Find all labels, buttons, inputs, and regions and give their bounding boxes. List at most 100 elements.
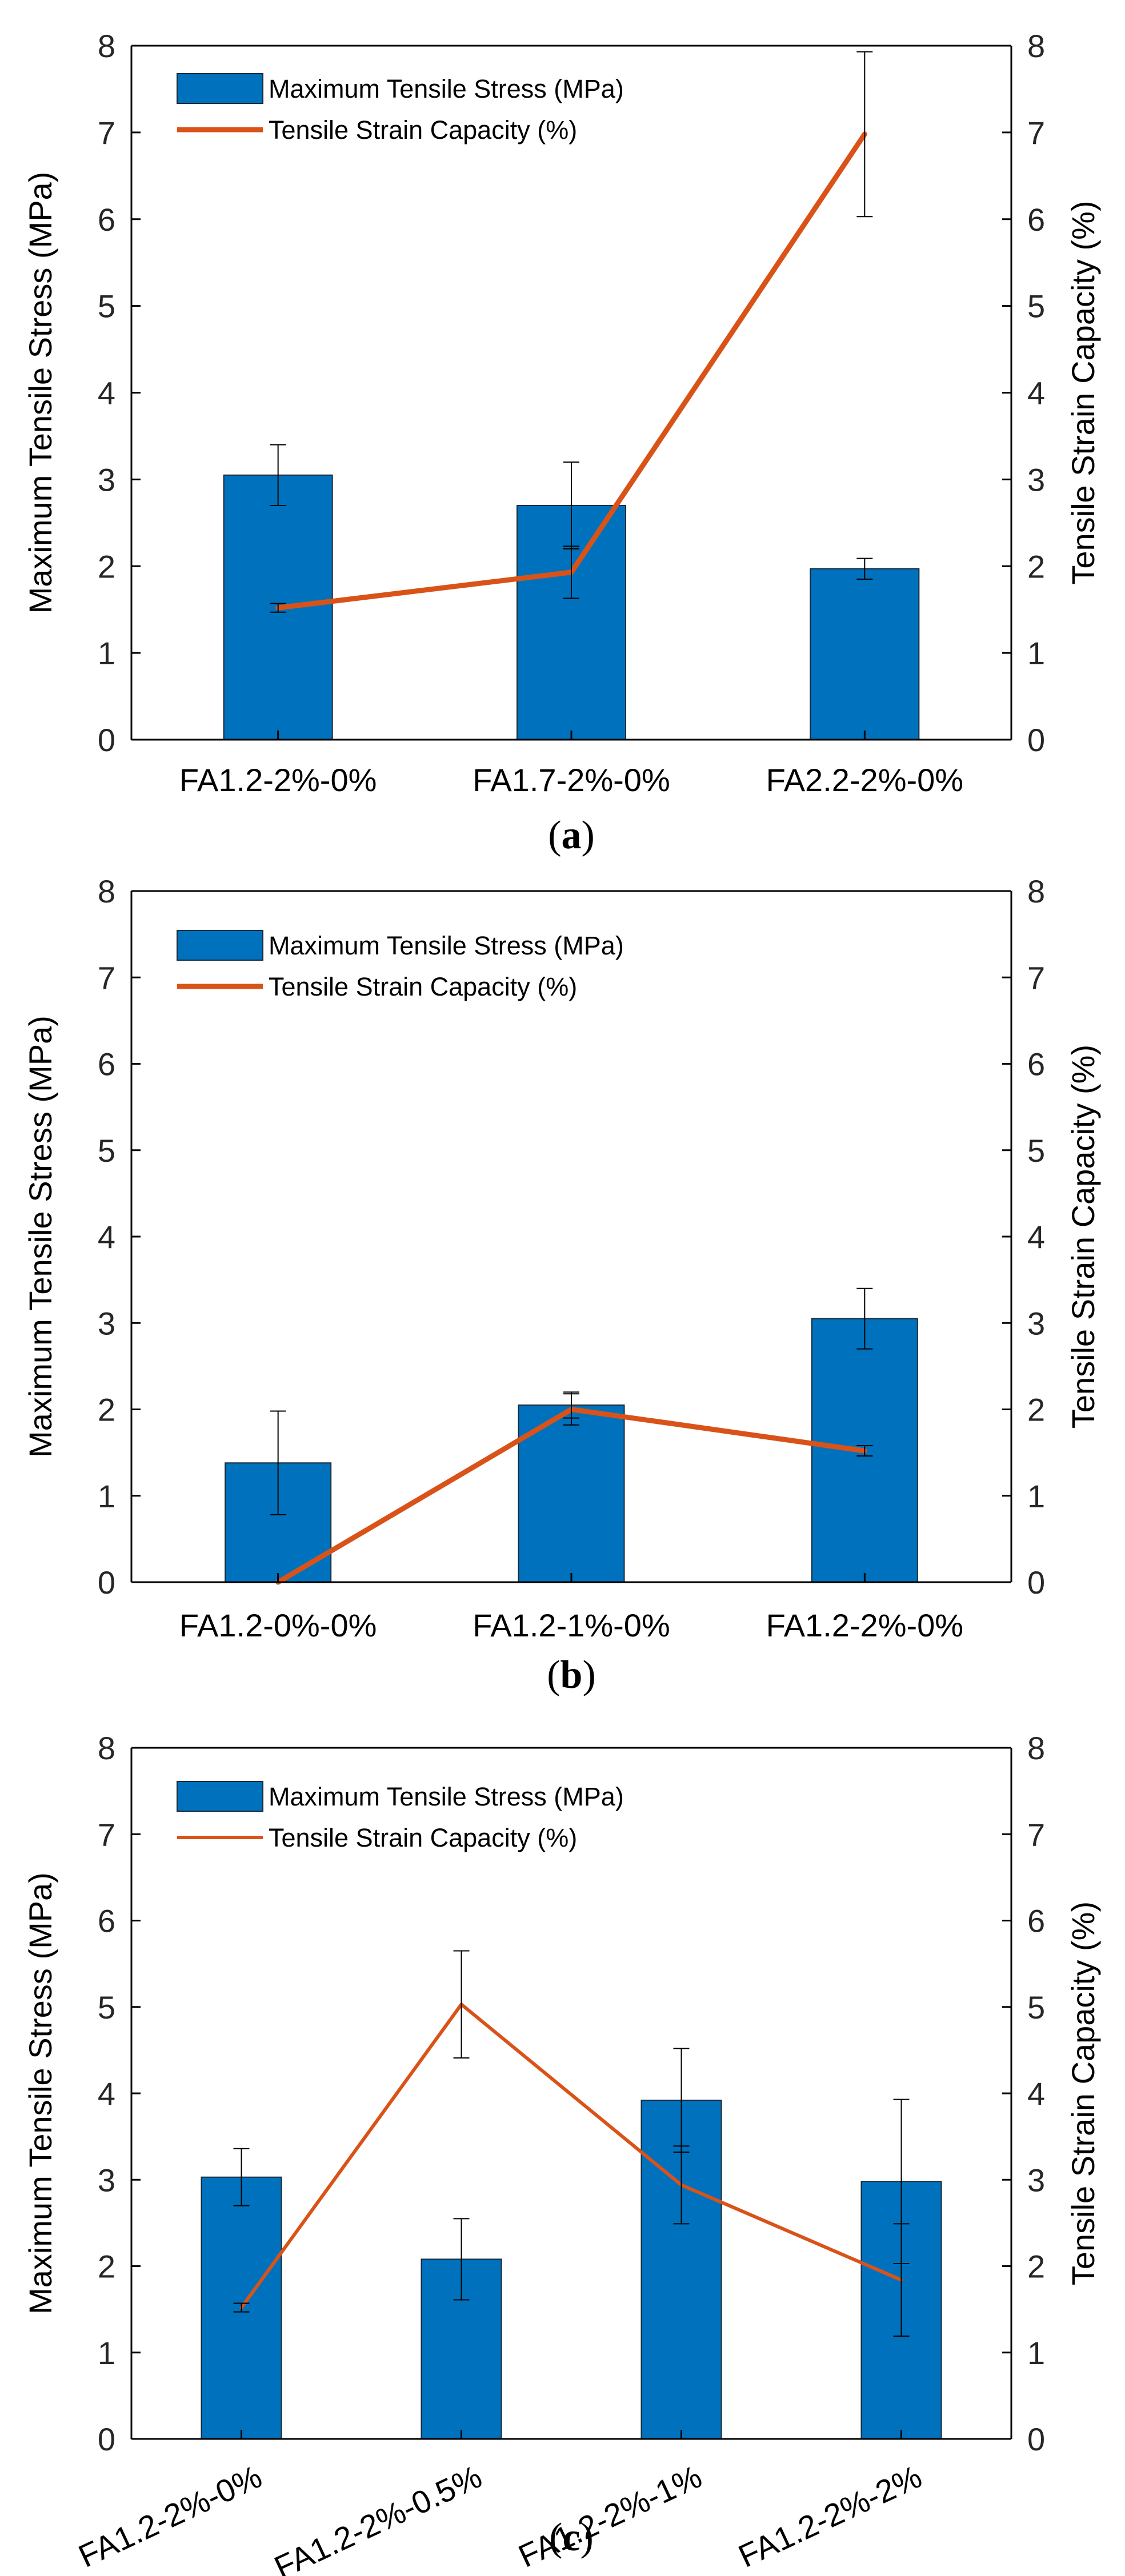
- y-tick-label: 1: [98, 635, 115, 671]
- y2-tick-label: 7: [1027, 115, 1045, 151]
- panel-label: (a): [548, 813, 595, 857]
- line-error-bar-1: [270, 603, 286, 613]
- y2-tick-label: 4: [1027, 375, 1045, 411]
- y2-tick-label: 7: [1027, 1816, 1045, 1852]
- legend-bar-label: Maximum Tensile Stress (MPa): [269, 74, 624, 103]
- bar-2: [518, 1404, 625, 1583]
- y-tick-label: 4: [98, 375, 115, 411]
- y2-tick-label: 2: [1027, 548, 1045, 584]
- legend-line-label: Tensile Strain Capacity (%): [269, 115, 577, 145]
- panel-label-letter: c: [562, 2515, 580, 2559]
- y-axis-title: Maximum Tensile Stress (MPa): [22, 1016, 58, 1458]
- strain-line: [239, 2003, 903, 2310]
- y2-tick-label: 8: [1027, 28, 1045, 64]
- category-label: FA1.7-2%-0%: [473, 762, 670, 798]
- y2-tick-label: 6: [1027, 1046, 1045, 1082]
- category-label: FA1.2-2%-0%: [179, 762, 377, 798]
- y-tick-label: 7: [98, 960, 115, 996]
- panel-label: (b): [547, 1653, 596, 1697]
- y-tick-label: 7: [98, 1816, 115, 1852]
- category-label: FA1.2-0%-0%: [179, 1607, 377, 1643]
- y2-axis-title: Tensile Strain Capacity (%): [1065, 200, 1101, 584]
- y2-tick-label: 2: [1027, 1392, 1045, 1428]
- y2-tick-label: 0: [1027, 2421, 1045, 2457]
- y2-tick-label: 5: [1027, 1989, 1045, 2025]
- y-axis-title: Maximum Tensile Stress (MPa): [22, 172, 58, 614]
- y2-axis-title: Tensile Strain Capacity (%): [1065, 1045, 1101, 1429]
- y2-tick-label: 1: [1027, 1478, 1045, 1514]
- y-tick-label: 3: [98, 2162, 115, 2198]
- y-tick-label: 4: [98, 2076, 115, 2112]
- y-tick-label: 3: [98, 1305, 115, 1341]
- y2-tick-label: 1: [1027, 635, 1045, 671]
- line-error-bar-2: [453, 1950, 470, 2059]
- panel-label-close: ): [580, 2515, 594, 2559]
- y2-tick-label: 6: [1027, 1903, 1045, 1939]
- bar-3: [810, 568, 920, 741]
- y-tick-label: 1: [98, 1478, 115, 1514]
- line-error-bar-4: [893, 2223, 910, 2337]
- y-tick-label: 8: [98, 28, 115, 64]
- line-error-bar-3: [673, 2145, 690, 2225]
- y-tick-label: 0: [98, 2421, 115, 2457]
- bar-error-bar-1: [270, 444, 286, 506]
- panel-label: (c): [549, 2515, 594, 2559]
- y-axis-title: Maximum Tensile Stress (MPa): [22, 1872, 58, 2314]
- legend: Maximum Tensile Stress (MPa) Tensile Stra…: [177, 930, 624, 1001]
- chart-panel-a: 0 0 1 1 2 2 3 3 4 4 5 5 6 6 7 7 8 8 FA1.2-2%-0% FA1.7-2%-0%…: [22, 28, 1101, 857]
- legend: Maximum Tensile Stress (MPa) Tensile Stra…: [177, 1781, 624, 1852]
- panel-label-close: ): [582, 1653, 595, 1697]
- legend-bar-swatch: [177, 1781, 263, 1812]
- bar-error-bar-1: [233, 2148, 250, 2206]
- category-label: FA1.2-2%-0.5%: [269, 2458, 487, 2576]
- y-tick-label: 6: [98, 1903, 115, 1939]
- y2-tick-label: 3: [1027, 2162, 1045, 2198]
- legend: Maximum Tensile Stress (MPa) Tensile Stra…: [177, 73, 624, 145]
- legend-line-label: Tensile Strain Capacity (%): [269, 1823, 577, 1852]
- y2-tick-label: 4: [1027, 1219, 1045, 1255]
- category-label: FA1.2-1%-0%: [473, 1607, 670, 1643]
- y-tick-label: 0: [98, 722, 115, 758]
- y-tick-label: 2: [98, 548, 115, 584]
- panel-label-open: (: [547, 1653, 560, 1697]
- y2-tick-label: 6: [1027, 202, 1045, 238]
- y-tick-label: 2: [98, 2249, 115, 2285]
- y-tick-label: 0: [98, 1564, 115, 1600]
- category-label: FA1.2-2%-0%: [766, 1607, 964, 1643]
- y2-tick-label: 5: [1027, 1133, 1045, 1169]
- y2-tick-label: 7: [1027, 960, 1045, 996]
- line-error-bar-1: [233, 2302, 250, 2313]
- line-error-bar-2: [563, 1393, 579, 1426]
- y-tick-label: 3: [98, 462, 115, 497]
- panel-label-letter: a: [562, 813, 582, 857]
- y2-tick-label: 4: [1027, 2076, 1045, 2112]
- y-tick-label: 8: [98, 1730, 115, 1766]
- y2-tick-label: 8: [1027, 873, 1045, 909]
- y2-tick-label: 0: [1027, 1564, 1045, 1600]
- y-tick-label: 5: [98, 1989, 115, 2025]
- category-label: FA1.2-2%-2%: [733, 2458, 927, 2574]
- line-error-bar-2: [563, 545, 579, 599]
- y2-tick-label: 3: [1027, 462, 1045, 497]
- bar-error-bar-3: [856, 1287, 873, 1350]
- y-tick-label: 5: [98, 1133, 115, 1169]
- y2-tick-label: 1: [1027, 2335, 1045, 2371]
- panel-label-close: ): [582, 813, 595, 857]
- line-error-bar-3: [856, 1445, 873, 1457]
- bar-error-bar-2: [453, 2218, 470, 2301]
- y-tick-label: 1: [98, 2335, 115, 2371]
- y-tick-label: 2: [98, 1392, 115, 1428]
- legend-bar-swatch: [177, 930, 263, 961]
- legend-bar-label: Maximum Tensile Stress (MPa): [269, 931, 624, 960]
- legend-line-label: Tensile Strain Capacity (%): [269, 972, 577, 1001]
- y2-tick-label: 5: [1027, 288, 1045, 324]
- legend-bar-label: Maximum Tensile Stress (MPa): [269, 1782, 624, 1811]
- y-tick-label: 5: [98, 288, 115, 324]
- y2-tick-label: 0: [1027, 722, 1045, 758]
- y-tick-label: 6: [98, 1046, 115, 1082]
- panel-label-open: (: [548, 813, 561, 857]
- panel-label-letter: b: [561, 1653, 583, 1697]
- y2-tick-label: 3: [1027, 1305, 1045, 1341]
- category-label: FA1.2-2%-1%: [513, 2458, 707, 2574]
